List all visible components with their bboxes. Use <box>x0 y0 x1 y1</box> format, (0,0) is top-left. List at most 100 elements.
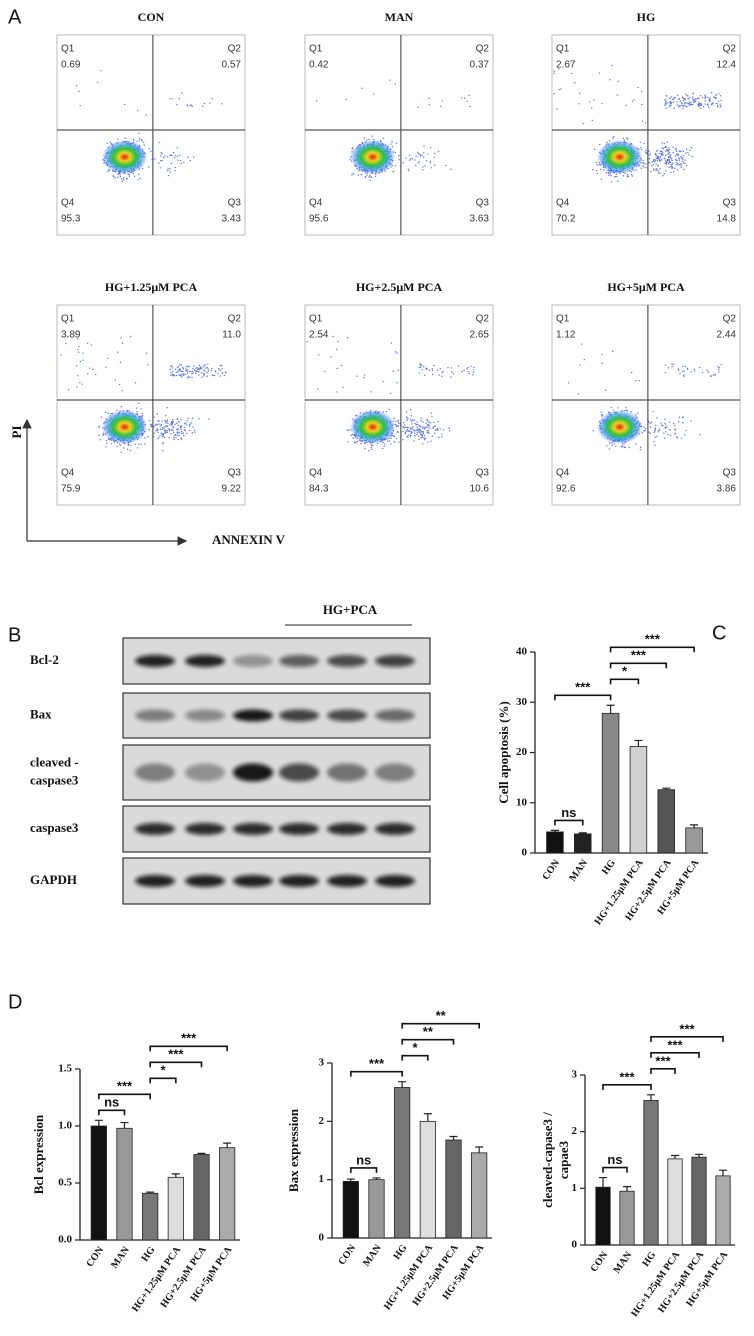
x-tick-label: HG+2.5μM PCA <box>411 1242 462 1308</box>
row-label: caspase3 <box>30 820 79 835</box>
density-core <box>597 410 643 444</box>
x-tick-label: MAN <box>109 1244 132 1271</box>
row-label: Bax <box>30 706 52 721</box>
quadrant-name: Q1 <box>309 44 323 55</box>
y-tick-label: 1.0 <box>58 1120 72 1132</box>
quadrant-name: Q1 <box>309 314 323 325</box>
panel-label: C <box>712 622 726 644</box>
error-bar <box>599 1176 607 1188</box>
y-axis-label: Cell apoptosis (%) <box>496 701 511 804</box>
error-bar <box>647 1094 655 1101</box>
error-bar <box>662 787 671 790</box>
quadrant-name: Q1 <box>556 314 570 325</box>
blot-band <box>185 709 225 722</box>
quadrant-value: 95.3 <box>61 214 81 225</box>
quadrant-value: 0.37 <box>470 60 490 71</box>
quadrant-name: Q3 <box>228 198 242 209</box>
error-bar <box>223 1142 232 1148</box>
plot-title: HG+5μM PCA <box>607 280 685 294</box>
significance-bracket <box>609 678 640 685</box>
significance-label: ns <box>356 1152 371 1167</box>
significance-bracket <box>98 1109 126 1116</box>
quadrant-value: 2.44 <box>717 330 737 341</box>
quadrant-value: 12.4 <box>717 60 737 71</box>
significance-label: *** <box>168 1047 184 1062</box>
significance-bracket <box>98 1093 151 1100</box>
quadrant-name: Q2 <box>476 44 490 55</box>
quadrant-value: 0.42 <box>309 60 329 71</box>
plot-frame <box>304 304 494 506</box>
density-core <box>102 410 148 444</box>
quadrant-name: Q2 <box>228 314 242 325</box>
blot-band <box>375 763 415 782</box>
quadrant-value: 3.86 <box>717 484 737 495</box>
y-tick-label: 0.0 <box>58 1234 72 1246</box>
error-bar <box>94 1119 103 1126</box>
quadrant-value: 1.12 <box>556 330 576 341</box>
significance-bracket <box>650 1052 700 1058</box>
quadrant-name: Q1 <box>61 44 75 55</box>
significance-bracket <box>650 1036 724 1042</box>
x-tick-label: MAN <box>567 857 590 884</box>
blot-band <box>135 709 175 722</box>
blot-band <box>233 709 273 722</box>
error-bar <box>449 1135 458 1140</box>
significance-bracket <box>650 1068 676 1074</box>
error-bar <box>475 1146 484 1153</box>
error-bar <box>578 832 587 834</box>
error-bar <box>671 1154 679 1159</box>
plot-title: HG+1.25μM PCA <box>105 280 198 294</box>
axis-label: ANNEXIN V <box>212 532 286 547</box>
y-tick-label: 30 <box>516 696 528 708</box>
error-bar <box>423 1113 432 1122</box>
blot-band <box>185 823 225 835</box>
quadrant-value: 3.43 <box>222 214 242 225</box>
density-core <box>350 410 396 444</box>
bar <box>685 827 703 854</box>
significance-label: * <box>412 1040 418 1055</box>
significance-bracket <box>149 1061 203 1068</box>
blot-band <box>279 655 319 667</box>
blot-band <box>375 875 415 887</box>
quadrant-value: 92.6 <box>556 484 576 495</box>
y-tick-label: 2 <box>572 1125 578 1137</box>
error-bar <box>346 1178 355 1182</box>
blot-band <box>327 655 367 667</box>
y-tick-label: 40 <box>516 646 528 658</box>
blot-band <box>375 823 415 835</box>
y-tick-label: 20 <box>516 746 528 758</box>
significance-bracket <box>609 646 695 653</box>
significance-label: *** <box>679 1021 695 1036</box>
error-bar <box>120 1121 129 1129</box>
bar <box>419 1120 436 1239</box>
y-tick-label: 0 <box>572 1239 578 1251</box>
plot-title: MAN <box>385 10 414 24</box>
group-label: HG+PCA <box>323 602 378 617</box>
significance-label: ns <box>607 1152 622 1167</box>
blot-band <box>279 709 319 722</box>
x-tick-label: CON <box>336 1242 358 1267</box>
significance-bracket <box>609 662 668 669</box>
blot-band <box>185 763 225 782</box>
bar <box>619 1190 635 1246</box>
density-core <box>102 140 148 174</box>
error-bar <box>623 1186 631 1192</box>
bar <box>715 1175 731 1246</box>
significance-bracket <box>401 1054 429 1061</box>
quadrant-name: Q1 <box>61 314 75 325</box>
significance-label: *** <box>631 648 647 663</box>
blot-band <box>135 823 175 835</box>
axis-label: PI <box>9 426 24 439</box>
quadrant-value: 3.63 <box>470 214 490 225</box>
significance-label: * <box>160 1063 166 1078</box>
bar <box>142 1192 159 1241</box>
error-bar <box>719 1169 727 1176</box>
quadrant-value: 84.3 <box>309 484 329 495</box>
quadrant-name: Q2 <box>228 44 242 55</box>
y-tick-label: 3 <box>572 1069 578 1081</box>
error-bar <box>690 824 699 828</box>
quadrant-name: Q4 <box>309 198 323 209</box>
y-tick-label: 10 <box>516 796 528 808</box>
density-core <box>350 140 396 174</box>
quadrant-value: 2.65 <box>470 330 490 341</box>
